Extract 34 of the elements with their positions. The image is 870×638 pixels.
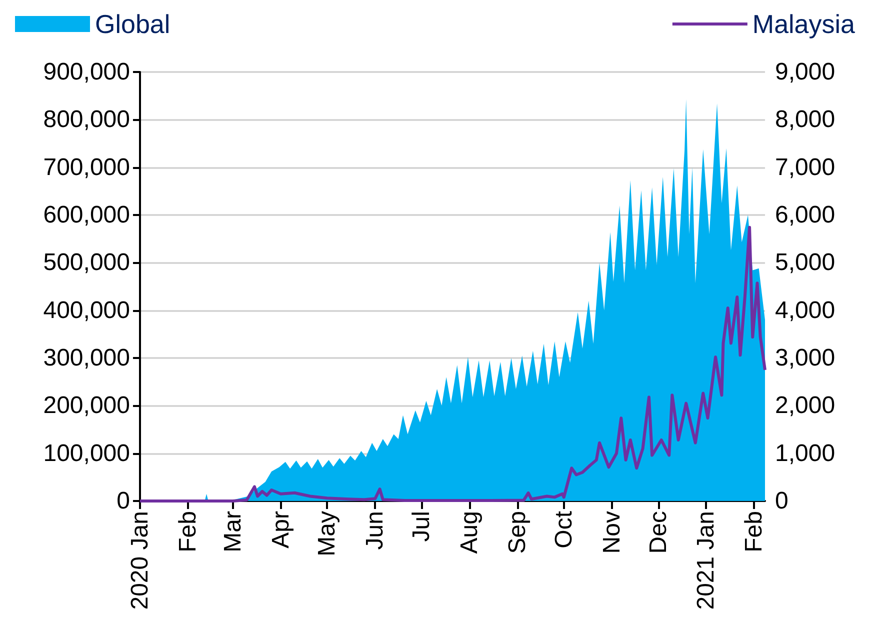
y-tick-label: 200,000 xyxy=(43,392,130,420)
y2-tick-label: 8,000 xyxy=(775,106,836,134)
legend-label: Malaysia xyxy=(752,9,856,39)
y2-tick-label: 6,000 xyxy=(775,202,836,228)
y-tick-label: 600,000 xyxy=(43,202,130,228)
y2-tick-label: 0 xyxy=(775,488,788,514)
x-tick-label: Aug xyxy=(456,511,484,554)
x-tick-label: Jul xyxy=(408,511,436,542)
x-tick-label: 2021 Jan xyxy=(692,511,720,610)
y2-tick-label: 7,000 xyxy=(775,154,836,181)
x-tick-label: Apr xyxy=(267,511,294,548)
y-tick-label: 300,000 xyxy=(43,344,130,372)
x-tick-label: Nov xyxy=(598,511,626,554)
y-tick-label: 900,000 xyxy=(43,58,130,86)
y-tick-label: 700,000 xyxy=(43,154,130,181)
x-tick-label: May xyxy=(314,511,341,556)
x-tick-label: Sep xyxy=(504,511,531,554)
y-tick-label: 800,000 xyxy=(43,106,130,134)
y2-tick-label: 2,000 xyxy=(775,392,836,420)
y-tick-label: 100,000 xyxy=(43,440,130,467)
y2-tick-label: 4,000 xyxy=(775,296,836,324)
legend-label: Global xyxy=(95,9,170,39)
y2-tick-label: 9,000 xyxy=(775,58,836,86)
x-tick-label: Mar xyxy=(219,511,246,552)
y2-tick-label: 5,000 xyxy=(775,249,836,276)
y2-tick-label: 1,000 xyxy=(775,440,836,467)
x-tick-label: Oct xyxy=(550,510,578,548)
x-tick-label: Dec xyxy=(644,511,672,554)
x-tick-label: Feb xyxy=(740,511,768,552)
y2-tick-label: 3,000 xyxy=(775,344,836,372)
y-tick-label: 400,000 xyxy=(43,296,130,324)
y-tick-label: 500,000 xyxy=(43,249,130,276)
x-tick-label: Jun xyxy=(362,511,389,550)
x-tick-label: Feb xyxy=(174,511,202,552)
